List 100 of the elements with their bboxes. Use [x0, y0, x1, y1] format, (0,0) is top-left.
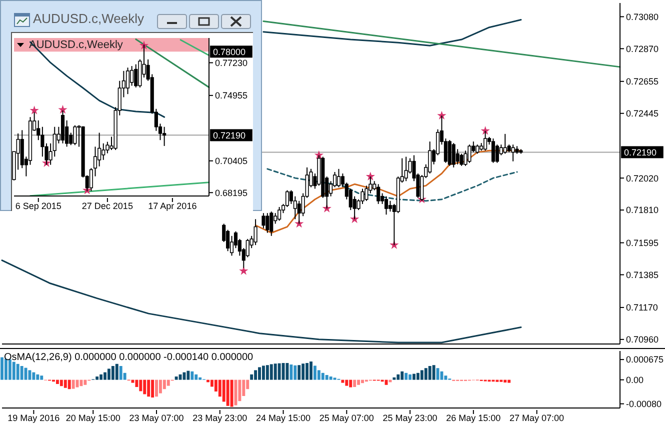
y-tick-label: 0.71595 — [626, 238, 659, 248]
candlestick — [270, 211, 274, 236]
candlestick — [102, 142, 106, 160]
candlestick — [266, 212, 270, 234]
bar — [349, 380, 352, 388]
y-tick-label: 0.000675 — [626, 354, 664, 365]
bar — [298, 365, 301, 380]
y-tick-label: 0.72870 — [626, 44, 659, 54]
candlestick — [262, 212, 266, 229]
bar — [100, 374, 103, 380]
bar — [420, 370, 424, 380]
bar — [36, 374, 40, 380]
x-tick-label: 6 Sep 2015 — [15, 201, 62, 211]
point — [366, 172, 375, 180]
candlestick — [376, 184, 380, 204]
bar — [139, 380, 142, 392]
x-tick-label: 24 May 15:00 — [256, 413, 311, 423]
x-tick-label: 27 May 07:00 — [510, 413, 564, 423]
candlestick — [468, 144, 472, 164]
point — [239, 266, 248, 275]
x-tick-label: 20 May 15:00 — [66, 413, 120, 423]
bar — [306, 363, 309, 380]
y-tick-label: 0.70405 — [215, 156, 248, 166]
bar — [158, 380, 162, 394]
y-tick-label: 0.77230 — [215, 58, 248, 68]
bar — [198, 377, 202, 380]
y-tick-label: 0.73080 — [626, 12, 659, 22]
bar — [432, 365, 436, 380]
bar — [84, 380, 87, 385]
candlestick — [388, 200, 392, 212]
candlestick — [254, 218, 258, 246]
bar — [194, 374, 198, 380]
bar — [155, 380, 158, 397]
candlestick — [336, 168, 341, 188]
bar — [504, 380, 507, 382]
bar — [226, 380, 230, 406]
bar — [270, 364, 273, 380]
x-tick-label: 26 May 15:00 — [446, 413, 501, 423]
ref-line-label: 0.72190 — [213, 130, 246, 141]
candlestick — [476, 144, 480, 154]
bar — [166, 380, 170, 386]
candlestick — [93, 146, 98, 177]
candlestick — [503, 133, 507, 154]
bar — [321, 372, 324, 380]
bar — [254, 370, 258, 380]
bar — [400, 371, 404, 380]
y-tick-label: 0.70960 — [626, 334, 659, 345]
x-tick-label: 27 Dec 2015 — [82, 201, 133, 211]
bar — [412, 374, 416, 380]
y-tick-label: -0.00080 — [626, 398, 662, 409]
y-tick-label: 0.71385 — [626, 270, 659, 280]
x-tick-label: 19 May 2016 — [8, 413, 60, 423]
bar — [274, 364, 277, 380]
y-tick-label: 0.68195 — [215, 188, 248, 198]
ref-line-label: 0.72190 — [624, 148, 657, 158]
y-tick-label: 0.72020 — [626, 173, 659, 184]
y-tick-label: 0.00 — [626, 374, 644, 385]
bar — [115, 364, 118, 380]
bar — [262, 366, 265, 380]
candlestick — [126, 67, 130, 95]
bar — [72, 380, 75, 389]
candlestick — [73, 124, 77, 146]
candlestick — [448, 140, 452, 166]
x-tick-label: 25 May 07:00 — [319, 413, 374, 423]
candlestick — [384, 196, 388, 216]
bar — [111, 366, 114, 380]
y-tick-label: 0.71170 — [626, 302, 658, 313]
candlestick — [278, 206, 282, 222]
bar — [135, 380, 138, 387]
y-tick-label: 0.74955 — [215, 90, 248, 101]
bar — [404, 372, 408, 380]
candlestick — [404, 156, 408, 182]
bar — [174, 376, 178, 380]
bar — [119, 366, 122, 380]
bar — [222, 380, 226, 402]
line-series — [262, 18, 522, 46]
candlestick — [162, 126, 166, 146]
bar — [20, 366, 24, 380]
bar — [416, 372, 420, 380]
candlestick — [428, 141, 432, 174]
bar — [250, 374, 254, 380]
bar — [32, 372, 36, 380]
candlestick — [246, 238, 250, 258]
bar — [0, 357, 4, 380]
bar — [40, 376, 44, 380]
bar — [310, 362, 312, 380]
bar — [12, 362, 16, 380]
bar — [424, 368, 428, 380]
point — [437, 110, 446, 120]
bar — [396, 374, 400, 380]
bar — [96, 376, 99, 380]
bar — [294, 365, 297, 380]
candlestick — [134, 64, 138, 88]
bar — [302, 364, 305, 380]
bar — [444, 376, 448, 380]
bar — [104, 372, 106, 380]
candlestick — [52, 126, 56, 158]
bar — [151, 380, 154, 398]
y-tick-label: 0.72655 — [626, 76, 659, 87]
bar — [508, 380, 511, 383]
